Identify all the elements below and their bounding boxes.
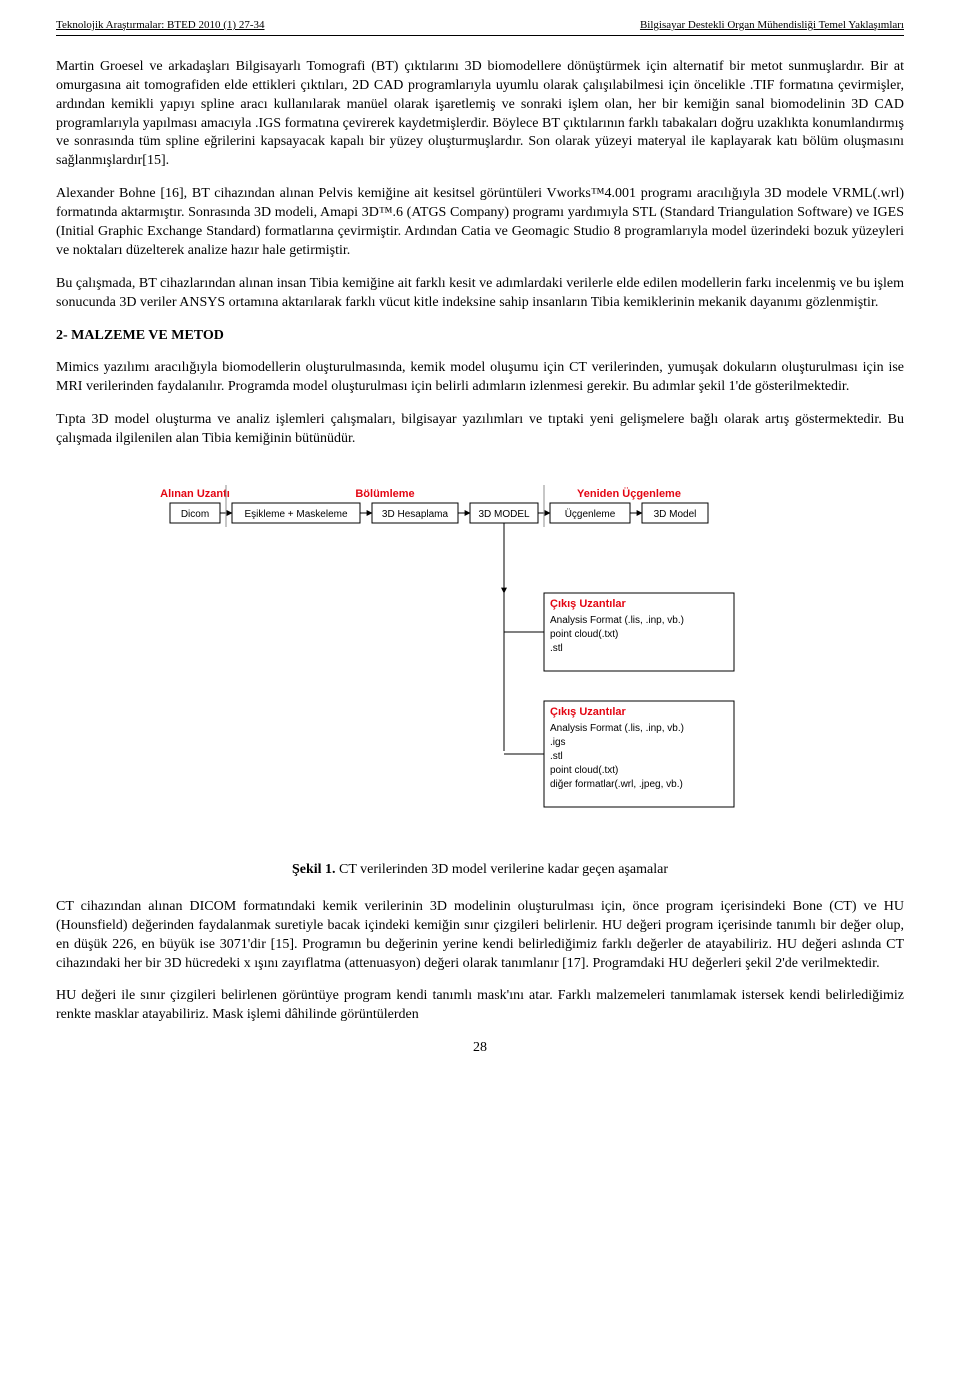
section-2-title: 2- MALZEME VE METOD <box>56 327 904 346</box>
svg-text:.stl: .stl <box>550 751 563 762</box>
paragraph-4: Mimics yazılımı aracılığıyla biomodeller… <box>56 359 904 397</box>
paragraph-7: HU değeri ile sınır çizgileri belirlenen… <box>56 987 904 1025</box>
svg-text:Çıkış Uzantılar: Çıkış Uzantılar <box>550 598 627 610</box>
svg-text:3D Model: 3D Model <box>654 509 697 520</box>
figure-1-caption: Şekil 1. CT verilerinden 3D model verile… <box>56 861 904 880</box>
svg-text:Dicom: Dicom <box>181 509 209 520</box>
svg-text:diğer formatlar(.wrl, .jpeg, v: diğer formatlar(.wrl, .jpeg, vb.) <box>550 779 683 790</box>
paragraph-1: Martin Groesel ve arkadaşları Bilgisayar… <box>56 58 904 171</box>
svg-text:point cloud(.txt): point cloud(.txt) <box>550 765 618 776</box>
svg-text:Üçgenleme: Üçgenleme <box>565 508 616 520</box>
paragraph-5: Tıpta 3D model oluşturma ve analiz işlem… <box>56 411 904 449</box>
paragraph-6: CT cihazından alınan DICOM formatındaki … <box>56 898 904 974</box>
svg-text:Analysis Format (.lis, .inp, v: Analysis Format (.lis, .inp, vb.) <box>550 615 684 626</box>
svg-text:Çıkış Uzantılar: Çıkış Uzantılar <box>550 706 627 718</box>
page-number: 28 <box>56 1039 904 1058</box>
header-right: Bilgisayar Destekli Organ Mühendisliği T… <box>640 18 904 33</box>
header-left: Teknolojik Araştırmalar: BTED 2010 (1) 2… <box>56 18 265 33</box>
figure-1-svg: Dicom Eşikleme + Maskeleme 3D Hesaplama 3D … <box>160 473 800 843</box>
page-header: Teknolojik Araştırmalar: BTED 2010 (1) 2… <box>56 18 904 36</box>
svg-text:Bölümleme: Bölümleme <box>355 488 414 500</box>
svg-text:point cloud(.txt): point cloud(.txt) <box>550 629 618 640</box>
svg-text:.igs: .igs <box>550 737 566 748</box>
svg-text:Eşikleme + Maskeleme: Eşikleme + Maskeleme <box>244 509 348 520</box>
svg-text:3D Hesaplama: 3D Hesaplama <box>382 509 449 520</box>
figure-1-caption-text: CT verilerinden 3D model verilerine kada… <box>336 862 669 877</box>
paragraph-2: Alexander Bohne [16], BT cihazından alın… <box>56 185 904 261</box>
svg-text:Analysis Format (.lis, .inp, v: Analysis Format (.lis, .inp, vb.) <box>550 723 684 734</box>
svg-text:3D MODEL: 3D MODEL <box>478 509 530 520</box>
svg-text:Yeniden Üçgenleme: Yeniden Üçgenleme <box>577 487 681 500</box>
svg-text:.stl: .stl <box>550 643 563 654</box>
figure-1: Dicom Eşikleme + Maskeleme 3D Hesaplama 3D … <box>56 473 904 843</box>
svg-text:Alınan Uzantı: Alınan Uzantı <box>160 488 230 500</box>
paragraph-3: Bu çalışmada, BT cihazlarından alınan in… <box>56 275 904 313</box>
figure-1-caption-bold: Şekil 1. <box>292 862 336 877</box>
